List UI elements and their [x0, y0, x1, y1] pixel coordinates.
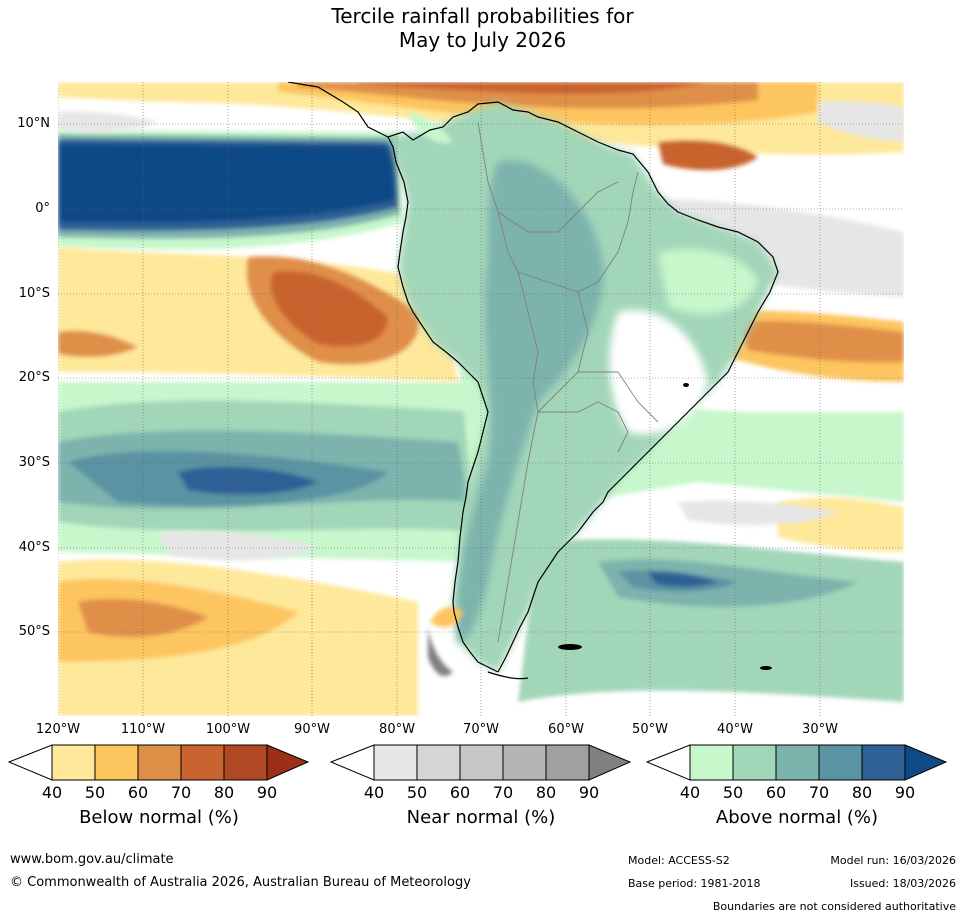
colorbar-near-bin-1 — [373, 744, 418, 781]
colorbar-below-tick-60: 60 — [127, 783, 149, 802]
coastline — [287, 82, 779, 680]
footer-base-period: Base period: 1981-2018 — [628, 877, 761, 890]
colorbar-below-bin-2 — [94, 744, 139, 781]
colorbar-near-tick-90: 90 — [578, 783, 600, 802]
colorbar-below-tick-90: 90 — [256, 783, 278, 802]
colorbar-near-bin-5 — [545, 744, 590, 781]
colorbar-above-bin-1 — [689, 744, 734, 781]
footer-copyright: © Commonwealth of Australia 2026, Austra… — [10, 875, 471, 890]
graticule — [58, 82, 904, 716]
lat-label-10s: 10°S — [18, 286, 50, 301]
footer-model-run: Model run: 16/03/2026 — [830, 854, 956, 867]
colorbar-near-tick-80: 80 — [535, 783, 557, 802]
colorbar-above-tick-50: 50 — [722, 783, 744, 802]
lon-label-120w: 120°W — [35, 722, 81, 737]
colorbar-above-bin-3 — [775, 744, 820, 781]
lon-label-60w: 60°W — [548, 722, 584, 737]
colorbar-near-bin-3 — [459, 744, 504, 781]
colorbar-near-title: Near normal (%) — [406, 807, 556, 828]
colorbar-near-max-extension — [588, 744, 632, 781]
lon-label-100w: 100°W — [205, 722, 251, 737]
colorbar-below-tick-40: 40 — [41, 783, 63, 802]
colorbar-above-bin-5 — [861, 744, 906, 781]
lon-label-90w: 90°W — [294, 722, 330, 737]
colorbar-below-bin-3 — [137, 744, 182, 781]
colorbar-above-tick-60: 60 — [765, 783, 787, 802]
lon-label-70w: 70°W — [463, 722, 499, 737]
lat-label-30s: 30°S — [18, 455, 50, 470]
colorbar-below-tick-80: 80 — [213, 783, 235, 802]
lat-label-40s: 40°S — [18, 540, 50, 555]
footer-url: www.bom.gov.au/climate — [10, 852, 174, 867]
equatorial-wet-band — [58, 130, 403, 250]
colorbar-above-tick-70: 70 — [808, 783, 830, 802]
lon-label-80w: 80°W — [379, 722, 415, 737]
colorbar-above-title: Above normal (%) — [715, 807, 879, 828]
footer-model: Model: ACCESS-S2 — [628, 854, 730, 867]
chart-title: Tercile rainfall probabilities for May t… — [0, 4, 965, 52]
colorbar-below-min-extension — [8, 744, 53, 781]
colorbar-near-tick-70: 70 — [492, 783, 514, 802]
lon-label-40w: 40°W — [717, 722, 753, 737]
country-borders — [477, 121, 659, 643]
colorbar-below-tick-50: 50 — [84, 783, 106, 802]
colorbar-above-tick-80: 80 — [851, 783, 873, 802]
southern-green-band — [58, 352, 904, 702]
lon-label-50w: 50°W — [632, 722, 668, 737]
title-line-2: May to July 2026 — [398, 28, 567, 52]
colorbar-above-bin-2 — [732, 744, 777, 781]
probability-map — [58, 82, 904, 716]
colorbar-near-tick-40: 40 — [363, 783, 385, 802]
south-america-land — [388, 102, 778, 677]
colorbar-below-bin-4 — [180, 744, 225, 781]
colorbar-near — [330, 744, 632, 781]
colorbar-above-max-extension — [904, 744, 948, 781]
colorbar-near-min-extension — [330, 744, 375, 781]
colorbar-near-bin-4 — [502, 744, 547, 781]
colorbar-below-max-extension — [266, 744, 310, 781]
title-line-1: Tercile rainfall probabilities for — [331, 4, 634, 28]
colorbar-below — [8, 744, 310, 781]
footer-issued: Issued: 18/03/2026 — [849, 877, 956, 890]
colorbar-below-bin-5 — [223, 744, 268, 781]
colorbar-above — [646, 744, 948, 781]
falkland-islands — [558, 383, 772, 670]
colorbar-near-tick-50: 50 — [406, 783, 428, 802]
colorbar-near-bin-2 — [416, 744, 461, 781]
lon-label-30w: 30°W — [802, 722, 838, 737]
lat-label-10n: 10°N — [17, 116, 50, 131]
lat-label-50s: 50°S — [18, 624, 50, 639]
colorbar-below-bin-1 — [51, 744, 96, 781]
colorbar-above-bin-4 — [818, 744, 863, 781]
colorbar-above-min-extension — [646, 744, 691, 781]
footer-disclaimer: Boundaries are not considered authoritat… — [712, 900, 956, 913]
colorbar-below-tick-70: 70 — [170, 783, 192, 802]
colorbar-below-title: Below normal (%) — [79, 807, 239, 828]
colorbar-above-tick-90: 90 — [894, 783, 916, 802]
map-svg — [58, 82, 904, 716]
lat-label-0: 0° — [35, 201, 50, 216]
colorbar-above-tick-40: 40 — [679, 783, 701, 802]
colorbar-near-tick-60: 60 — [449, 783, 471, 802]
lon-label-110w: 110°W — [120, 722, 166, 737]
lat-label-20s: 20°S — [18, 370, 50, 385]
